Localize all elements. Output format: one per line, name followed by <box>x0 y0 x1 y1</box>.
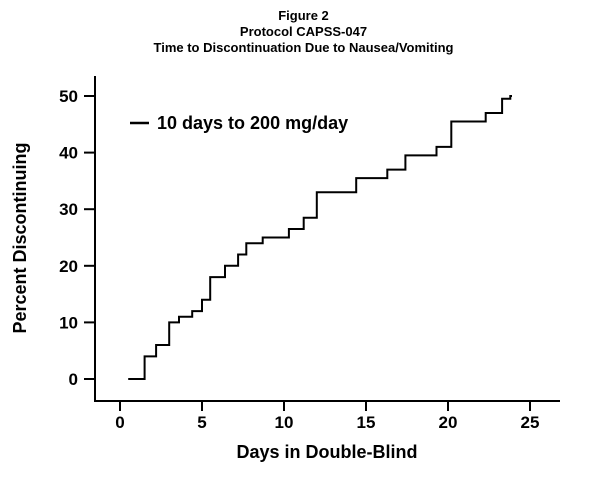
y-axis-label: Percent Discontinuing <box>10 142 30 333</box>
y-tick-label: 0 <box>69 370 78 389</box>
legend: 10 days to 200 mg/day <box>130 113 348 133</box>
x-tick-label: 20 <box>439 413 458 432</box>
x-tick-label: 25 <box>521 413 540 432</box>
legend-label: 10 days to 200 mg/day <box>157 113 348 133</box>
x-tick-label: 5 <box>197 413 206 432</box>
y-tick-label: 10 <box>59 313 78 332</box>
step-chart: 0 5 10 15 20 25 0 10 20 30 40 50 10 days to 200 mg… <box>10 76 560 462</box>
x-tick-label: 0 <box>115 413 124 432</box>
x-tick-label: 15 <box>357 413 376 432</box>
protocol-title: Protocol CAPSS-047 <box>239 24 368 39</box>
y-tick-label: 30 <box>59 200 78 219</box>
x-axis-label: Days in Double-Blind <box>236 442 417 462</box>
y-ticks-group: 0 10 20 30 40 50 <box>59 87 95 389</box>
series-step-line <box>128 95 512 380</box>
axes-lines <box>94 76 560 402</box>
y-tick-label: 20 <box>59 257 78 276</box>
figure-number: Figure 2 <box>278 8 329 23</box>
y-tick-label: 50 <box>59 87 78 106</box>
series-group <box>128 95 512 380</box>
chart-title-block: Figure 2 Protocol CAPSS-047 Time to Disc… <box>0 0 607 56</box>
x-tick-label: 10 <box>275 413 294 432</box>
chart-subtitle: Time to Discontinuation Due to Nausea/Vo… <box>153 40 454 55</box>
y-tick-label: 40 <box>59 144 78 163</box>
x-ticks-group: 0 5 10 15 20 25 <box>115 401 539 432</box>
